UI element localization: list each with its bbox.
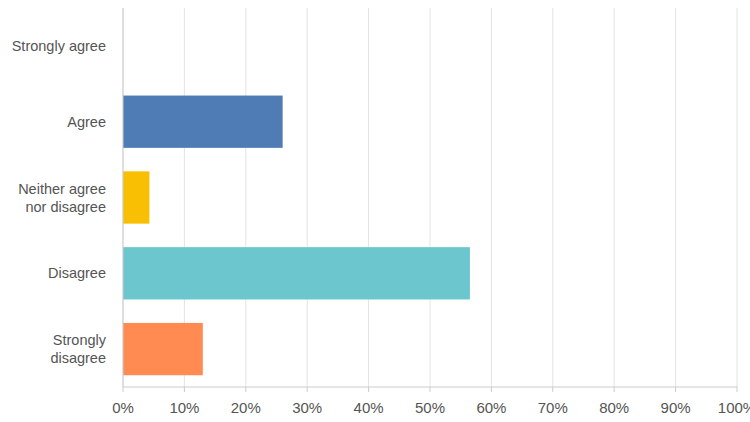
chart [0,0,750,422]
tick-mark [675,387,676,392]
tick-label: 70% [538,399,568,416]
bar [123,96,283,148]
tick-mark [491,387,492,392]
grid-line [123,8,124,387]
category-label: Neither agree nor disagree [0,180,106,216]
bars [123,96,470,376]
category-label: Agree [0,113,106,131]
grid-line [614,8,615,387]
tick-label: 30% [292,399,322,416]
tick-mark [307,387,308,392]
bar [123,323,203,375]
grid-line [430,8,431,387]
grid-line [491,8,492,387]
x-axis [123,387,737,388]
tick-mark [614,387,615,392]
tick-mark [368,387,369,392]
grid-line [552,8,553,387]
tick-mark [184,387,185,392]
grid-line [675,8,676,387]
grid-line [737,8,738,387]
tick-mark [737,387,738,392]
grid-line [307,8,308,387]
tick-label: 10% [169,399,199,416]
bar [123,171,149,223]
grid-line [245,8,246,387]
tick-label: 90% [661,399,691,416]
tick-label: 0% [112,399,134,416]
grid-line [368,8,369,387]
category-label: Disagree [0,264,106,282]
bar [123,247,470,299]
tick-label: 60% [476,399,506,416]
tick-label: 100% [718,399,750,416]
y-axis [123,8,124,387]
tick-mark [430,387,431,392]
tick-label: 20% [231,399,261,416]
tick-label: 50% [415,399,445,416]
category-label: Strongly disagree [0,331,106,367]
tick-mark [123,387,124,392]
tick-label: 40% [354,399,384,416]
category-label: Strongly agree [0,37,106,55]
tick-mark [245,387,246,392]
tick-mark [552,387,553,392]
tick-label: 80% [599,399,629,416]
